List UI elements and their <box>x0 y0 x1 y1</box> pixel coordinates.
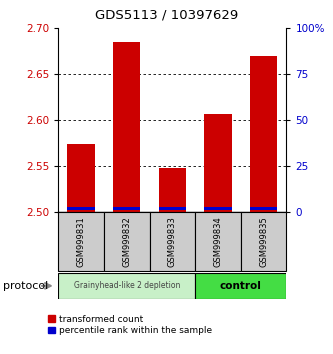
Bar <box>159 168 186 212</box>
Bar <box>241 212 286 271</box>
Text: GSM999833: GSM999833 <box>168 216 177 267</box>
Bar <box>58 273 195 299</box>
Bar <box>104 212 150 271</box>
Bar <box>150 212 195 271</box>
Bar <box>67 207 95 210</box>
Bar <box>204 207 232 210</box>
Text: GSM999831: GSM999831 <box>77 216 86 267</box>
Text: Grainyhead-like 2 depletion: Grainyhead-like 2 depletion <box>74 281 180 290</box>
Bar <box>58 212 104 271</box>
Text: GDS5113 / 10397629: GDS5113 / 10397629 <box>95 9 238 22</box>
Text: GSM999834: GSM999834 <box>213 216 222 267</box>
Bar <box>195 273 286 299</box>
Bar <box>113 42 141 212</box>
Bar <box>67 144 95 212</box>
Text: protocol: protocol <box>3 281 49 291</box>
Bar <box>195 212 241 271</box>
Bar <box>159 207 186 210</box>
Bar <box>113 207 141 210</box>
Bar <box>250 207 277 210</box>
Text: GSM999832: GSM999832 <box>122 216 131 267</box>
Bar <box>250 56 277 212</box>
Text: control: control <box>220 281 262 291</box>
Bar <box>204 114 232 212</box>
Text: GSM999835: GSM999835 <box>259 216 268 267</box>
Legend: transformed count, percentile rank within the sample: transformed count, percentile rank withi… <box>45 311 216 339</box>
